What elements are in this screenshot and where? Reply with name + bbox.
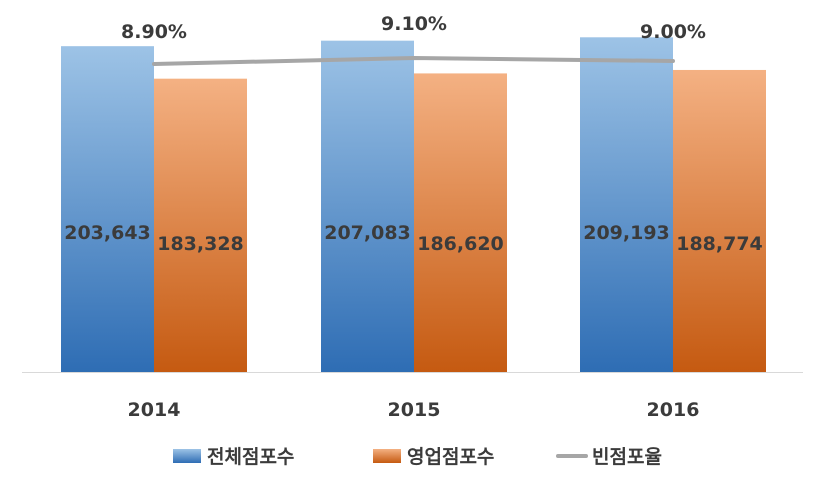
x-tick-2015: 2015 <box>388 399 441 421</box>
legend: 전체점포수 영업점포수 빈점포율 <box>173 446 662 468</box>
bar-open-2016 <box>673 69 766 372</box>
bar-total-2016 <box>580 37 673 372</box>
bar-open-2015 <box>414 73 507 373</box>
x-axis-ticks: 2014 2015 2016 <box>128 399 700 421</box>
legend-label-vacancy-rate: 빈점포율 <box>592 446 662 468</box>
data-label-total-2016: 209,193 <box>583 222 670 244</box>
data-label-open-2014: 183,328 <box>157 233 244 255</box>
vacancy-rate-line-layer <box>152 56 675 66</box>
labels-layer: 203,643 183,328 207,083 186,620 209,193 188,7… <box>64 13 763 255</box>
bar-total-2015 <box>321 40 414 372</box>
rate-label-2014: 8.90% <box>121 21 187 43</box>
legend-swatch-open <box>373 449 401 463</box>
rate-label-2016: 9.00% <box>640 21 706 43</box>
rate-label-2015: 9.10% <box>381 13 447 35</box>
bar-total-2014 <box>61 46 154 372</box>
legend-label-open: 영업점포수 <box>407 446 494 468</box>
bar-open-2014 <box>154 78 247 372</box>
x-tick-2014: 2014 <box>128 399 181 421</box>
vacancy-rate-line <box>152 56 675 66</box>
data-label-total-2014: 203,643 <box>64 222 151 244</box>
data-label-open-2015: 186,620 <box>417 233 504 255</box>
data-label-open-2016: 188,774 <box>676 233 763 255</box>
legend-label-total: 전체점포수 <box>207 446 294 468</box>
bars-layer <box>61 37 766 373</box>
x-tick-2016: 2016 <box>647 399 700 421</box>
data-label-total-2015: 207,083 <box>324 222 411 244</box>
legend-swatch-total <box>173 449 201 463</box>
